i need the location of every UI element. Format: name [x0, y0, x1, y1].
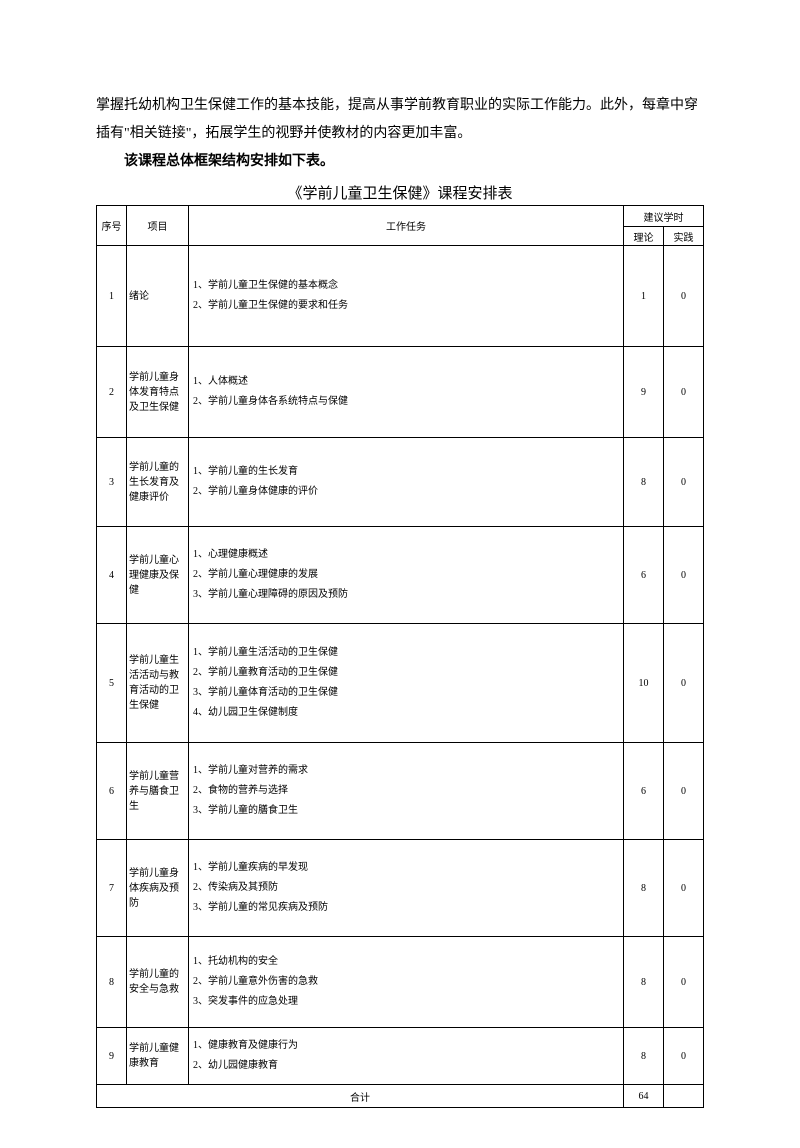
cell-project: 学前儿童身体发育特点及卫生保健 — [127, 347, 189, 438]
cell-seq: 5 — [97, 624, 127, 743]
cell-task: 1、健康教育及健康行为2、幼儿园健康教育 — [189, 1028, 624, 1085]
cell-seq: 1 — [97, 246, 127, 347]
cell-seq: 8 — [97, 937, 127, 1028]
total-theory: 64 — [624, 1085, 664, 1108]
cell-theory: 6 — [624, 527, 664, 624]
cell-project: 学前儿童的安全与急救 — [127, 937, 189, 1028]
cell-theory: 8 — [624, 937, 664, 1028]
cell-task: 1、托幼机构的安全2、学前儿童意外伤害的急救3、突发事件的应急处理 — [189, 937, 624, 1028]
cell-practice: 0 — [664, 347, 704, 438]
table-row: 2学前儿童身体发育特点及卫生保健1、人体概述2、学前儿童身体各系统特点与保健90 — [97, 347, 704, 438]
cell-project: 学前儿童的生长发育及健康评价 — [127, 438, 189, 527]
cell-project: 学前儿童身体疾病及预防 — [127, 840, 189, 937]
schedule-table: 序号 项目 工作任务 建议学时 理论 实践 1绪论1、学前儿童卫生保健的基本概念… — [96, 205, 704, 1108]
cell-project: 学前儿童生活活动与教育活动的卫生保健 — [127, 624, 189, 743]
th-seq: 序号 — [97, 206, 127, 246]
cell-task: 1、学前儿童疾病的早发现2、传染病及其预防3、学前儿童的常见疾病及预防 — [189, 840, 624, 937]
cell-seq: 2 — [97, 347, 127, 438]
cell-practice: 0 — [664, 527, 704, 624]
total-row: 合计64 — [97, 1085, 704, 1108]
cell-seq: 6 — [97, 743, 127, 840]
cell-project: 学前儿童健康教育 — [127, 1028, 189, 1085]
th-theory: 理论 — [624, 227, 664, 246]
table-row: 3学前儿童的生长发育及健康评价1、学前儿童的生长发育2、学前儿童身体健康的评价8… — [97, 438, 704, 527]
th-task: 工作任务 — [189, 206, 624, 246]
cell-theory: 8 — [624, 840, 664, 937]
table-row: 4学前儿童心理健康及保健1、心理健康概述2、学前儿童心理健康的发展3、学前儿童心… — [97, 527, 704, 624]
table-row: 9学前儿童健康教育1、健康教育及健康行为2、幼儿园健康教育80 — [97, 1028, 704, 1085]
cell-project: 学前儿童营养与膳食卫生 — [127, 743, 189, 840]
cell-practice: 0 — [664, 1028, 704, 1085]
table-row: 1绪论1、学前儿童卫生保健的基本概念2、学前儿童卫生保健的要求和任务10 — [97, 246, 704, 347]
cell-seq: 7 — [97, 840, 127, 937]
cell-task: 1、学前儿童卫生保健的基本概念2、学前儿童卫生保健的要求和任务 — [189, 246, 624, 347]
total-label: 合计 — [97, 1085, 624, 1108]
cell-theory: 1 — [624, 246, 664, 347]
cell-practice: 0 — [664, 840, 704, 937]
table-row: 8学前儿童的安全与急救1、托幼机构的安全2、学前儿童意外伤害的急救3、突发事件的… — [97, 937, 704, 1028]
table-row: 6学前儿童营养与膳食卫生1、学前儿童对营养的需求2、食物的营养与选择3、学前儿童… — [97, 743, 704, 840]
cell-theory: 10 — [624, 624, 664, 743]
intro-line3-bold: 该课程总体框架结构安排如下表。 — [96, 148, 704, 176]
cell-project: 学前儿童心理健康及保健 — [127, 527, 189, 624]
cell-task: 1、学前儿童生活活动的卫生保健2、学前儿童教育活动的卫生保健3、学前儿童体育活动… — [189, 624, 624, 743]
table-body: 1绪论1、学前儿童卫生保健的基本概念2、学前儿童卫生保健的要求和任务102学前儿… — [97, 246, 704, 1108]
cell-seq: 4 — [97, 527, 127, 624]
cell-practice: 0 — [664, 624, 704, 743]
cell-practice: 0 — [664, 743, 704, 840]
th-project: 项目 — [127, 206, 189, 246]
document-page: 掌握托幼机构卫生保健工作的基本技能，提高从事学前教育职业的实际工作能力。此外，每… — [0, 0, 800, 1148]
table-row: 5学前儿童生活活动与教育活动的卫生保健1、学前儿童生活活动的卫生保健2、学前儿童… — [97, 624, 704, 743]
cell-task: 1、心理健康概述2、学前儿童心理健康的发展3、学前儿童心理障碍的原因及预防 — [189, 527, 624, 624]
cell-practice: 0 — [664, 937, 704, 1028]
cell-task: 1、人体概述2、学前儿童身体各系统特点与保健 — [189, 347, 624, 438]
th-practice: 实践 — [664, 227, 704, 246]
cell-seq: 3 — [97, 438, 127, 527]
cell-project: 绪论 — [127, 246, 189, 347]
cell-practice: 0 — [664, 246, 704, 347]
cell-task: 1、学前儿童对营养的需求2、食物的营养与选择3、学前儿童的膳食卫生 — [189, 743, 624, 840]
cell-theory: 8 — [624, 1028, 664, 1085]
table-caption: 《学前儿童卫生保健》课程安排表 — [96, 182, 704, 203]
intro-line2: 插有"相关链接"，拓展学生的视野并使教材的内容更加丰富。 — [96, 126, 471, 141]
th-suggested: 建议学时 — [624, 206, 704, 227]
total-practice — [664, 1085, 704, 1108]
table-row: 7学前儿童身体疾病及预防1、学前儿童疾病的早发现2、传染病及其预防3、学前儿童的… — [97, 840, 704, 937]
intro-line1: 掌握托幼机构卫生保健工作的基本技能，提高从事学前教育职业的实际工作能力。此外，每… — [96, 98, 698, 113]
cell-theory: 6 — [624, 743, 664, 840]
cell-task: 1、学前儿童的生长发育2、学前儿童身体健康的评价 — [189, 438, 624, 527]
cell-theory: 8 — [624, 438, 664, 527]
cell-seq: 9 — [97, 1028, 127, 1085]
intro-paragraph: 掌握托幼机构卫生保健工作的基本技能，提高从事学前教育职业的实际工作能力。此外，每… — [96, 92, 704, 176]
cell-practice: 0 — [664, 438, 704, 527]
cell-theory: 9 — [624, 347, 664, 438]
